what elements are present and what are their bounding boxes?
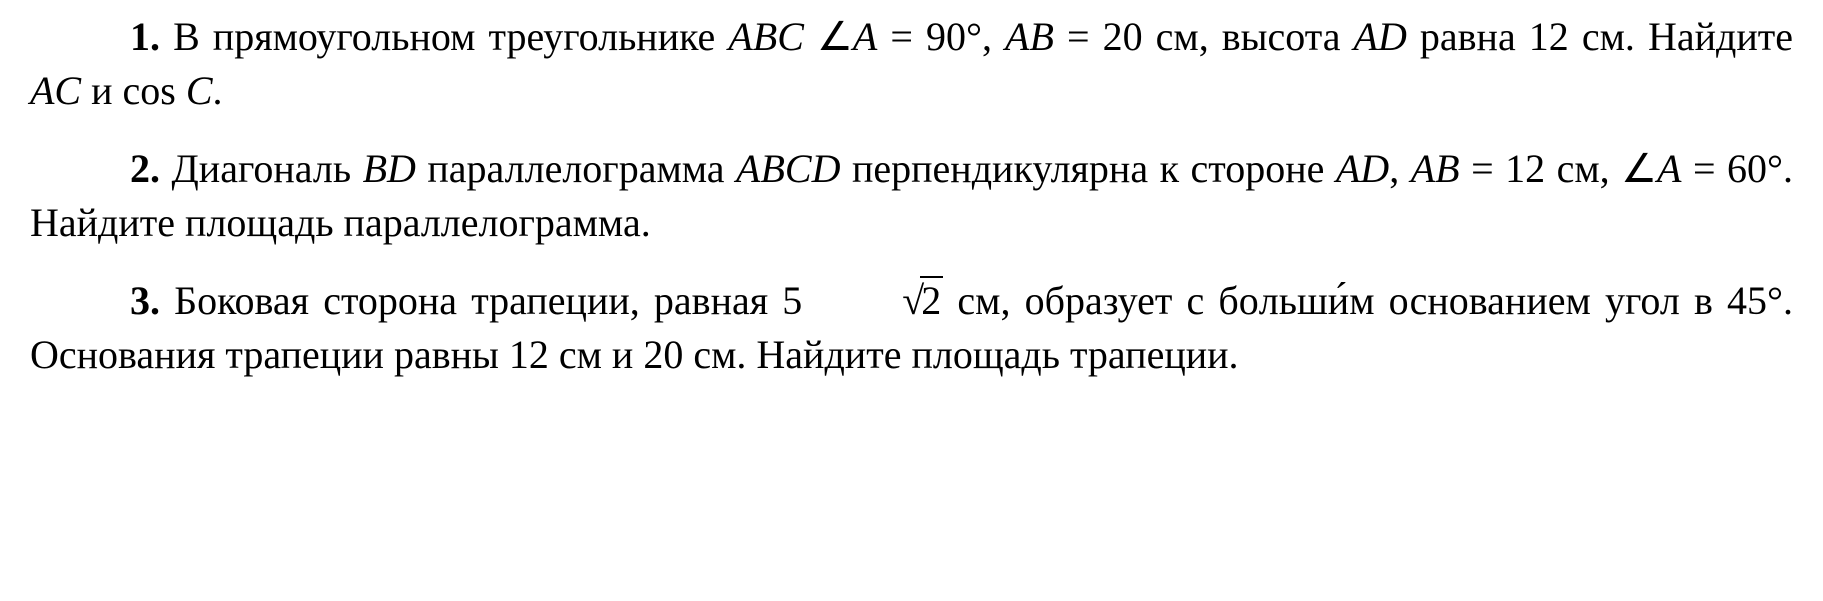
problem-1-text: 1. В прямоугольном треугольнике ABC ∠A =… — [30, 10, 1793, 118]
problem-1: 1. В прямоугольном треугольнике ABC ∠A =… — [30, 10, 1793, 118]
text: см, образует с б — [943, 278, 1239, 323]
var-AD: AD — [1354, 14, 1407, 59]
text: = 12 см, — [1460, 146, 1622, 191]
angle-sign: ∠ — [1621, 146, 1657, 191]
text: равна 12 см. Найдите — [1407, 14, 1793, 59]
text: , — [1389, 146, 1411, 191]
text: и cos — [81, 68, 186, 113]
text: параллелограмма — [416, 146, 736, 191]
var-AC: AC — [30, 68, 81, 113]
var-A: A — [1657, 146, 1681, 191]
var-C: C — [186, 68, 213, 113]
var-AD: AD — [1336, 146, 1389, 191]
problem-number: 1. — [130, 14, 160, 59]
problem-number: 3. — [130, 278, 160, 323]
text: = 20 см, высота — [1054, 14, 1354, 59]
var-AB: AB — [1411, 146, 1460, 191]
text: Боковая сторона трапеции, равная 5 — [174, 278, 802, 323]
var-BD: BD — [363, 146, 416, 191]
problem-2-text: 2. Диагональ BD параллелограмма ABCD пер… — [30, 142, 1793, 250]
var-AB: AB — [1005, 14, 1054, 59]
sqrt-expr: √2 — [802, 274, 943, 328]
problem-number: 2. — [130, 146, 160, 191]
var-ABCD: ABCD — [736, 146, 840, 191]
problem-3: 3. Боковая сторона трапеции, равная 5√2 … — [30, 274, 1793, 382]
problem-3-text: 3. Боковая сторона трапеции, равная 5√2 … — [30, 274, 1793, 382]
var-A: A — [853, 14, 877, 59]
angle-sign: ∠ — [817, 14, 853, 59]
accented-o: о — [1239, 278, 1259, 323]
problem-2: 2. Диагональ BD параллелограмма ABCD пер… — [30, 142, 1793, 250]
var-ABC: ABC — [728, 14, 804, 59]
text: Диагональ — [172, 146, 363, 191]
text: В прямоугольном треугольнике — [173, 14, 728, 59]
text: . — [213, 68, 223, 113]
radicand: 2 — [920, 276, 943, 323]
text: = 90°, — [877, 14, 1005, 59]
space — [804, 14, 817, 59]
text: перпендикулярна к стороне — [840, 146, 1335, 191]
